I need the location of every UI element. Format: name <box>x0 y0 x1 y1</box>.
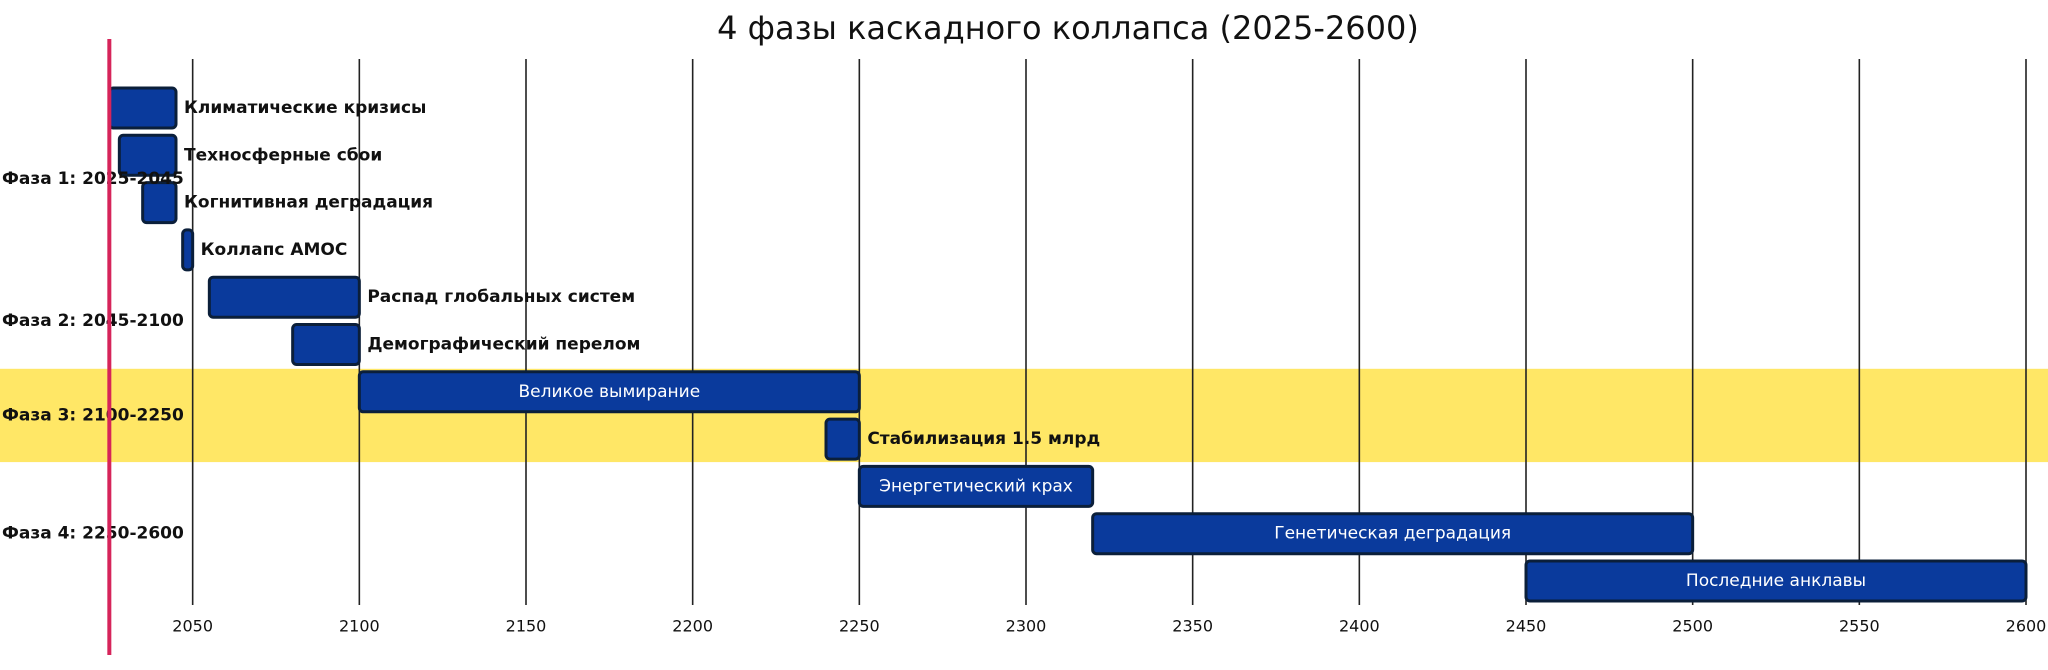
gantt-bar <box>291 323 361 366</box>
gantt-bar <box>181 228 195 272</box>
gantt-bar <box>1091 512 1695 556</box>
bar-label: Генетическая деградация <box>1274 524 1511 544</box>
bar-label: Демографический перелом <box>367 335 640 355</box>
chart-title: 4 фазы каскадного коллапса (2025-2600) <box>717 9 1419 47</box>
phase-label: Фаза 2: 2045-2100 <box>2 311 184 331</box>
gantt-bar <box>1524 559 2028 603</box>
gantt-bar <box>857 464 1095 508</box>
bar-label: Когнитивная деградация <box>184 193 433 213</box>
x-tick-label: 2250 <box>839 617 880 636</box>
gantt-bar <box>824 417 861 461</box>
gantt-bar <box>117 133 178 177</box>
bar-label: Великое вымирание <box>518 382 700 402</box>
x-tick-label: 2300 <box>1006 617 1047 636</box>
bar-label: Распад глобальных систем <box>367 287 635 307</box>
x-tick-label: 2050 <box>172 617 213 636</box>
x-tick-label: 2400 <box>1339 617 1380 636</box>
x-tick-label: 2550 <box>1839 617 1880 636</box>
gantt-bar <box>141 181 178 225</box>
bar-label: Энергетический крах <box>879 476 1073 496</box>
gantt-bar <box>207 275 361 319</box>
phase-label: Фаза 1: 2025-2045 <box>2 169 184 189</box>
bar-label: Коллапс AMOC <box>201 240 348 260</box>
x-tick-label: 2450 <box>1506 617 1547 636</box>
phase-highlight <box>0 368 2048 463</box>
x-tick-label: 2100 <box>339 617 380 636</box>
x-tick-label: 2350 <box>1172 617 1213 636</box>
bar-label: Климатические кризисы <box>184 98 426 118</box>
phase-label: Фаза 4: 2250-2600 <box>2 524 184 544</box>
x-tick-label: 2150 <box>506 617 547 636</box>
phase-label: Фаза 3: 2100-2250 <box>2 405 184 425</box>
x-tick-label: 2200 <box>672 617 713 636</box>
bar-label: Последние анклавы <box>1686 571 1866 591</box>
x-tick-label: 2500 <box>1672 617 1713 636</box>
gantt-bar <box>357 370 861 414</box>
gantt-bar <box>107 86 178 130</box>
bar-label: Техносферные сбои <box>184 145 382 165</box>
x-tick-label: 2600 <box>2006 617 2047 636</box>
bar-label: Стабилизация 1.5 млрд <box>867 429 1100 449</box>
